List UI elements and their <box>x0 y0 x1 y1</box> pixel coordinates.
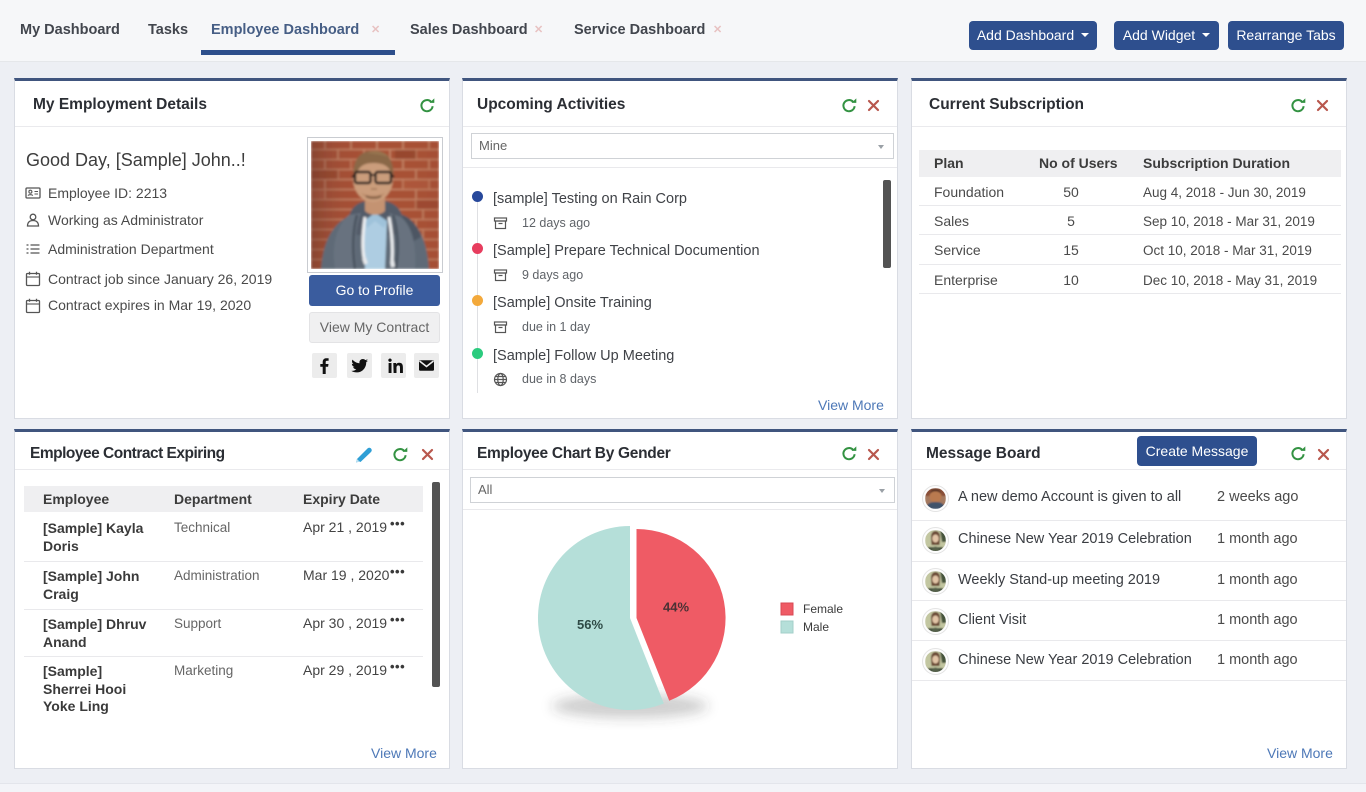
svg-text:56%: 56% <box>577 617 603 632</box>
svg-text:Female: Female <box>803 602 843 616</box>
svg-text:Male: Male <box>803 620 829 634</box>
svg-text:44%: 44% <box>663 600 689 615</box>
